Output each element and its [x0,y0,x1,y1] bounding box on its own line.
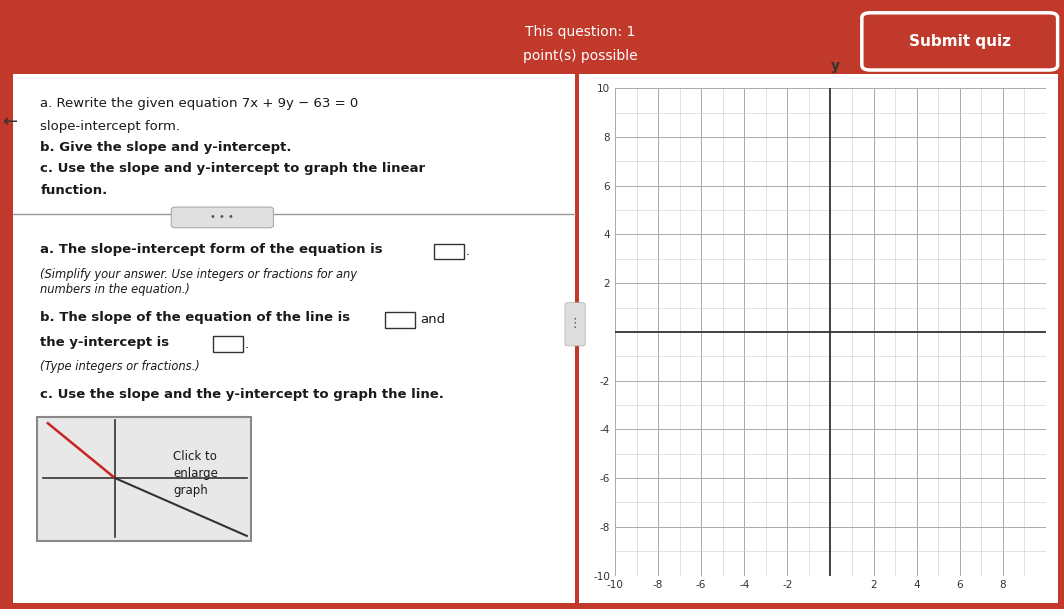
Text: • • •: • • • [211,213,234,222]
Text: slope-intercept form.: slope-intercept form. [40,119,181,133]
Text: the y-intercept is: the y-intercept is [40,336,169,349]
Text: .: . [245,337,249,351]
Text: a. Rewrite the given equation 7x + 9y − 63 = 0: a. Rewrite the given equation 7x + 9y − … [40,97,359,110]
Text: y: y [831,59,841,73]
Text: ⋮: ⋮ [569,317,581,331]
FancyBboxPatch shape [565,303,585,346]
FancyBboxPatch shape [434,244,464,259]
FancyBboxPatch shape [862,13,1058,70]
FancyBboxPatch shape [213,336,243,352]
Text: function.: function. [40,183,107,197]
Text: point(s) possible: point(s) possible [522,49,637,63]
Text: b. Give the slope and y-intercept.: b. Give the slope and y-intercept. [40,141,292,154]
Text: Submit quiz: Submit quiz [909,34,1011,49]
Text: .: . [466,245,470,258]
Text: c. Use the slope and the y-intercept to graph the line.: c. Use the slope and the y-intercept to … [40,388,445,401]
Text: This question: 1: This question: 1 [525,25,635,38]
FancyBboxPatch shape [37,417,251,541]
FancyBboxPatch shape [385,312,415,328]
Text: graph: graph [173,484,209,498]
FancyBboxPatch shape [171,207,273,228]
Text: b. The slope of the equation of the line is: b. The slope of the equation of the line… [40,311,350,325]
Text: a. The slope-intercept form of the equation is: a. The slope-intercept form of the equat… [40,243,383,256]
FancyBboxPatch shape [579,74,1058,603]
Text: numbers in the equation.): numbers in the equation.) [40,283,190,297]
Text: (Simplify your answer. Use integers or fractions for any: (Simplify your answer. Use integers or f… [40,267,358,281]
Text: and: and [420,313,446,326]
Text: c. Use the slope and y-intercept to graph the linear: c. Use the slope and y-intercept to grap… [40,162,426,175]
Text: (Type integers or fractions.): (Type integers or fractions.) [40,360,200,373]
FancyBboxPatch shape [0,0,1064,72]
Text: enlarge: enlarge [173,467,218,481]
Text: ←: ← [2,113,17,131]
FancyBboxPatch shape [13,74,575,603]
Text: Click to: Click to [173,450,217,463]
